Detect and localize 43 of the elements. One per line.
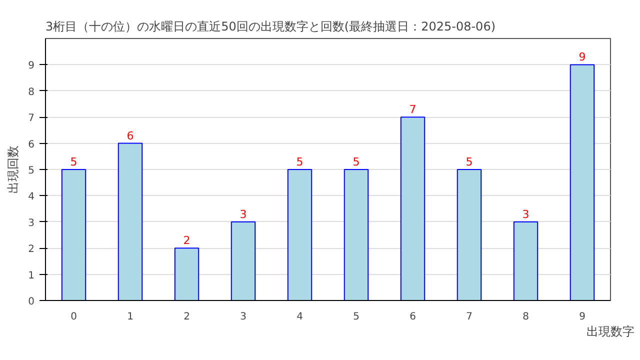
y-tick-label: 3 (28, 218, 35, 229)
y-tick-label: 9 (28, 60, 35, 72)
x-axis-title: 出現数字 (586, 324, 634, 338)
data-label: 5 (466, 156, 473, 168)
x-tick-label: 2 (184, 312, 190, 322)
bar (118, 142, 143, 300)
bar (400, 116, 426, 300)
y-tick-label: 4 (28, 192, 35, 203)
data-label: 6 (126, 129, 134, 142)
bar (230, 221, 256, 300)
y-tick-label: 8 (28, 86, 35, 98)
bar (61, 169, 86, 300)
bar (174, 248, 200, 300)
bar (570, 64, 595, 300)
data-label: 5 (296, 156, 304, 168)
x-tick-label: 5 (353, 312, 360, 322)
x-tick-label: 4 (296, 312, 303, 322)
y-tick-label: 1 (28, 270, 35, 282)
x-tick-label: 6 (410, 312, 416, 322)
y-tick-label: 5 (28, 166, 35, 176)
data-label: 2 (183, 234, 190, 248)
data-label: 9 (578, 50, 586, 64)
data-label: 5 (70, 156, 78, 168)
x-tick-label: 8 (522, 312, 529, 322)
y-tick-label: 0 (28, 296, 35, 308)
chart-title: 3桁目（十の位）の水曜日の直近50回の出現数字と回数(最終抽選日：2025-08-06) (46, 20, 496, 34)
x-tick-label: 7 (466, 312, 472, 322)
bar (287, 169, 312, 300)
x-tick-label: 1 (127, 312, 134, 322)
bar (513, 221, 538, 300)
y-tick-label: 2 (28, 244, 35, 256)
x-tick-label: 0 (70, 312, 77, 322)
x-tick-label: 9 (579, 312, 586, 322)
data-label: 3 (240, 208, 247, 221)
y-tick-label: 7 (28, 113, 35, 124)
data-label: 7 (409, 103, 416, 116)
x-tick-label: 3 (240, 312, 246, 322)
data-label: 3 (522, 208, 530, 221)
y-tick-label: 6 (28, 139, 35, 150)
data-label: 5 (352, 156, 360, 168)
bar (456, 169, 482, 300)
y-axis-title: 出現回数 (6, 146, 20, 194)
bar (344, 169, 369, 300)
